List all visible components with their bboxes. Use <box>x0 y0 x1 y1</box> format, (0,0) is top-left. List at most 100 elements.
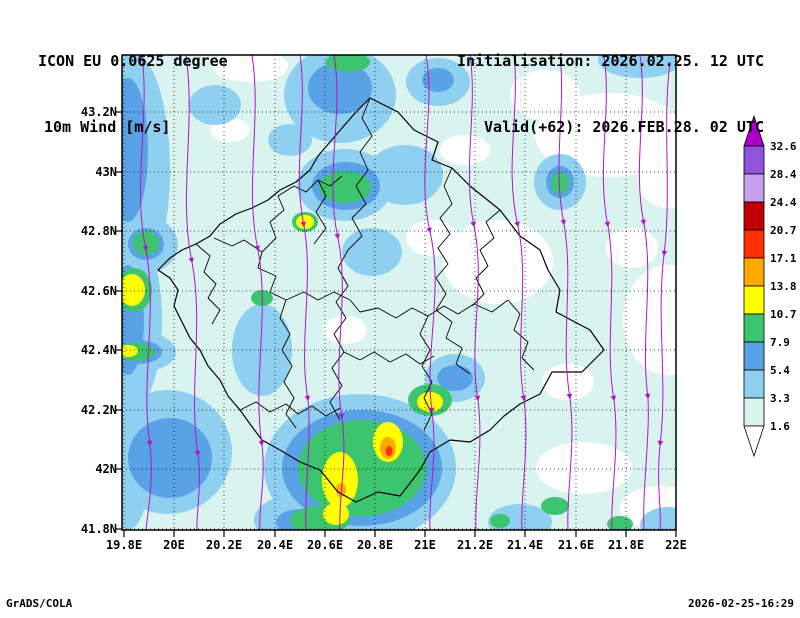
shade-blob <box>623 265 676 375</box>
graticule <box>122 55 676 530</box>
colorbar-level-label: 32.6 <box>770 140 797 153</box>
shade-blob <box>640 507 676 530</box>
shade-blob <box>296 215 314 229</box>
lat-tick-label: 42.2N <box>81 403 117 417</box>
shade-blob <box>326 55 370 72</box>
lon-tick-label: 21.2E <box>457 538 493 552</box>
colorbar-level-label: 28.4 <box>770 168 797 181</box>
lat-tick-label: 42.8N <box>81 224 117 238</box>
valid-time: Valid(+62): 2026.FEB.28. 02 UTC <box>484 118 764 136</box>
municipal-boundary <box>347 97 373 251</box>
lon-tick-label: 20E <box>163 538 185 552</box>
streamline <box>558 55 573 530</box>
colorbar-level-label: 17.1 <box>770 252 797 265</box>
shade-blob <box>536 442 632 494</box>
streamline <box>332 55 345 530</box>
colorbar-arrow-bottom <box>743 425 765 458</box>
shade-blob <box>406 220 458 256</box>
colorbar-level-label: 1.6 <box>770 420 790 433</box>
shade-blob <box>385 446 393 456</box>
municipal-boundary <box>343 351 435 365</box>
lon-tick-label: 21E <box>414 538 436 552</box>
shade-blob <box>606 228 658 268</box>
colorbar-level-label: 5.4 <box>770 364 790 377</box>
shade-blob <box>342 228 402 276</box>
shade-blob <box>607 516 633 530</box>
shade-blob <box>490 514 510 528</box>
lon-tick-label: 21.4E <box>507 538 543 552</box>
shade-blob <box>638 152 676 208</box>
colorbar-box <box>743 285 765 315</box>
streamline <box>185 55 201 530</box>
streamline <box>657 61 671 530</box>
lat-tick-label: 42.6N <box>81 284 117 298</box>
shade-blob <box>122 274 145 306</box>
streamline <box>511 55 527 530</box>
colorbar-level-label: 3.3 <box>770 392 790 405</box>
shade-blob <box>422 68 454 92</box>
lon-tick-label: 20.8E <box>357 538 393 552</box>
initialisation-time: Initialisation: 2026.02.25. 12 UTC <box>456 52 764 70</box>
shade-blob <box>323 503 349 525</box>
municipal-boundary <box>395 299 509 319</box>
municipal-boundary <box>435 167 453 311</box>
municipal-boundary <box>471 209 501 307</box>
shade-level7 <box>385 446 393 456</box>
municipal-boundary <box>261 175 343 253</box>
shade-blob <box>189 85 241 125</box>
lat-tick-label: 42.4N <box>81 343 117 357</box>
lon-tick-label: 20.6E <box>307 538 343 552</box>
municipal-boundary <box>435 309 471 375</box>
colorbar-box <box>743 201 765 231</box>
shade-blob <box>598 55 676 78</box>
colorbar-box <box>743 257 765 287</box>
shade-blob <box>322 452 358 508</box>
lon-tick-label: 19.8E <box>106 538 142 552</box>
municipal-boundary <box>279 299 297 429</box>
lon-tick-label: 20.2E <box>206 538 242 552</box>
streamline <box>251 55 265 530</box>
colorbar-box <box>743 369 765 399</box>
streamline <box>140 55 153 530</box>
shade-blob <box>437 365 473 391</box>
shade-blob <box>212 55 288 82</box>
creation-timestamp: 2026-02-25-16:29 <box>688 597 794 610</box>
shade-blob <box>535 93 676 177</box>
colorbar-box <box>743 229 765 259</box>
shade-blob <box>308 62 372 114</box>
shade-blob <box>443 220 553 304</box>
grads-credit: GrADS/COLA <box>6 597 73 610</box>
lat-axis-labels: 43.2N 43N 42.8N 42.6N 42.4N 42.2N 42N 41… <box>81 105 117 536</box>
colorbar-level-label: 13.8 <box>770 280 797 293</box>
axis-ticks <box>115 111 677 537</box>
colorbar-box <box>743 397 765 427</box>
colorbar-level-label: 7.9 <box>770 336 790 349</box>
streamline <box>638 55 651 530</box>
shade-blob <box>323 316 367 344</box>
lat-tick-label: 43N <box>95 165 117 179</box>
shade-blob <box>319 171 371 203</box>
title-block: ICON EU 0.0625 degree 10m Wind [m/s] <box>38 6 228 182</box>
streamline <box>298 55 311 530</box>
lon-tick-label: 21.6E <box>558 538 594 552</box>
streamline <box>468 55 481 530</box>
shade-blob <box>541 497 569 515</box>
colorbar-level-label: 10.7 <box>770 308 797 321</box>
streamline <box>602 55 617 530</box>
shade-blob <box>133 231 159 255</box>
kosovo-border <box>157 97 605 503</box>
colorbar-box <box>743 341 765 371</box>
lat-tick-label: 43.2N <box>81 105 117 119</box>
wind-shading <box>122 55 676 530</box>
shade-blob <box>440 135 490 165</box>
streamline <box>424 55 436 530</box>
lat-tick-label: 42N <box>95 462 117 476</box>
colorbar-labels: 32.6 28.4 24.4 20.7 17.1 13.8 10.7 7.9 5… <box>770 140 797 433</box>
municipal-boundary <box>195 243 221 325</box>
field-title: 10m Wind [m/s] <box>44 118 171 136</box>
shade-blob <box>336 483 346 497</box>
lon-tick-label: 22E <box>665 538 687 552</box>
shade-blob <box>298 420 426 516</box>
